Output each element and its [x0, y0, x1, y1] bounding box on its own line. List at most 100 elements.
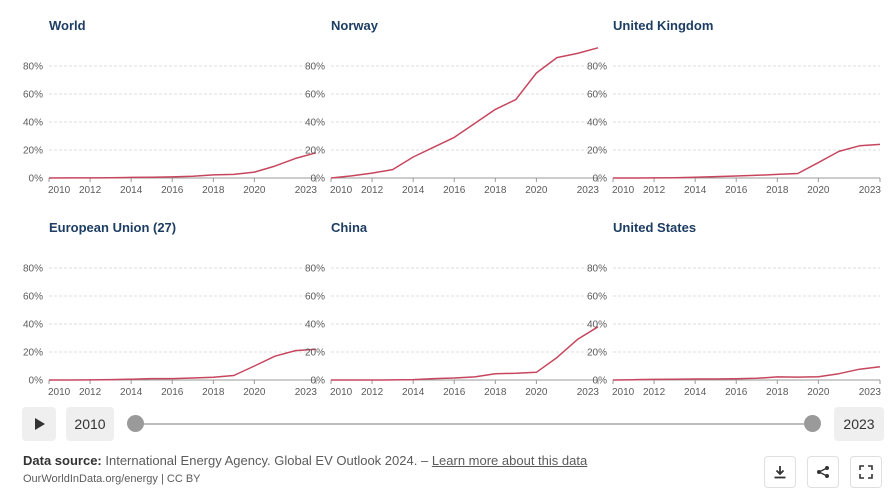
- chart-panel: Norway 0% 20% 40% 60% 80% 2010 2012 2014 2016 2018…: [305, 18, 599, 196]
- x-tick-label: 2016: [443, 185, 466, 196]
- timeline-track[interactable]: [134, 423, 812, 425]
- y-tick-label: 80%: [305, 264, 325, 275]
- fullscreen-icon: [859, 465, 873, 479]
- x-tick-label: 2014: [120, 387, 143, 398]
- series-line[interactable]: [330, 47, 599, 179]
- x-tick-label: 2020: [807, 185, 830, 196]
- x-tick-label: 2023: [295, 185, 318, 196]
- data-source-label: Data source:: [23, 453, 102, 468]
- panel-title: United Kingdom: [613, 18, 713, 33]
- y-tick-label: 60%: [587, 90, 607, 101]
- y-tick-label: 20%: [305, 146, 325, 157]
- panel-title: World: [49, 18, 86, 33]
- y-tick-label: 40%: [305, 118, 325, 129]
- x-tick-label: 2023: [859, 185, 882, 196]
- timeline-control: 2010 2023: [22, 407, 884, 441]
- data-source: Data source: International Energy Agency…: [23, 453, 763, 468]
- series-line[interactable]: [612, 365, 881, 381]
- share-button[interactable]: [807, 456, 839, 488]
- x-tick-label: 2020: [243, 185, 266, 196]
- x-tick-label: 2010: [612, 387, 635, 398]
- x-tick-label: 2018: [766, 387, 789, 398]
- data-source-text: International Energy Agency. Global EV O…: [105, 453, 429, 468]
- y-tick-label: 40%: [305, 320, 325, 331]
- x-tick-label: 2012: [79, 387, 102, 398]
- x-tick-label: 2018: [484, 387, 507, 398]
- play-button[interactable]: [22, 407, 56, 441]
- y-tick-label: 60%: [305, 292, 325, 303]
- y-tick-label: 40%: [23, 320, 43, 331]
- y-tick-label: 40%: [587, 320, 607, 331]
- y-tick-label: 80%: [587, 62, 607, 73]
- x-tick-label: 2014: [684, 185, 707, 196]
- y-tick-label: 80%: [305, 62, 325, 73]
- fullscreen-button[interactable]: [850, 456, 882, 488]
- chart-panel: World 0% 20% 40% 60% 80% 2010 2012 2014 2016 2018 2…: [23, 18, 317, 196]
- chart-footer: Data source: International Energy Agency…: [23, 453, 763, 485]
- footer-actions: [764, 456, 884, 488]
- y-tick-label: 20%: [587, 348, 607, 359]
- x-tick-label: 2010: [48, 185, 71, 196]
- x-tick-label: 2014: [684, 387, 707, 398]
- download-icon: [774, 466, 786, 479]
- y-tick-label: 40%: [23, 118, 43, 129]
- x-tick-label: 2023: [859, 387, 882, 398]
- share-icon: [817, 466, 829, 478]
- x-tick-label: 2016: [443, 387, 466, 398]
- x-tick-label: 2010: [330, 387, 353, 398]
- x-tick-label: 2023: [577, 185, 600, 196]
- small-multiples-chart: World 0% 20% 40% 60% 80% 2010 2012 2014 2016 2018 2…: [23, 18, 881, 398]
- y-tick-label: 0%: [29, 376, 44, 387]
- y-tick-label: 80%: [23, 264, 43, 275]
- y-tick-label: 0%: [29, 174, 44, 185]
- attribution: OurWorldInData.org/energy | CC BY: [23, 473, 201, 485]
- y-tick-label: 0%: [593, 174, 608, 185]
- panel-title: United States: [613, 220, 696, 235]
- x-tick-label: 2016: [161, 185, 184, 196]
- x-tick-label: 2016: [725, 387, 748, 398]
- x-tick-label: 2023: [295, 387, 318, 398]
- panel-title: China: [331, 220, 368, 235]
- y-tick-label: 60%: [23, 90, 43, 101]
- end-year-handle[interactable]: [804, 415, 821, 432]
- y-tick-label: 20%: [23, 348, 43, 359]
- play-icon: [35, 418, 45, 430]
- chart-panel: European Union (27) 0% 20% 40% 60% 80% 2010 201…: [23, 220, 317, 398]
- x-tick-label: 2018: [202, 387, 225, 398]
- start-year-label[interactable]: 2010: [66, 407, 114, 441]
- download-button[interactable]: [764, 456, 796, 488]
- y-tick-label: 20%: [305, 348, 325, 359]
- series-line[interactable]: [49, 348, 317, 381]
- panel-title: European Union (27): [49, 220, 176, 235]
- x-tick-label: 2020: [243, 387, 266, 398]
- x-tick-label: 2012: [643, 185, 666, 196]
- y-tick-label: 0%: [593, 376, 608, 387]
- x-tick-label: 2012: [361, 387, 384, 398]
- y-tick-label: 40%: [587, 118, 607, 129]
- chart-panel: United Kingdom 0% 20% 40% 60% 80% 2010 2012 2014…: [587, 18, 881, 196]
- panel-title: Norway: [331, 18, 379, 33]
- chart-panel: China 0% 20% 40% 60% 80% 2010 2012 2014 2016 2018 2…: [305, 220, 599, 398]
- y-tick-label: 0%: [311, 174, 326, 185]
- x-tick-label: 2020: [525, 185, 548, 196]
- x-tick-label: 2012: [79, 185, 102, 196]
- x-tick-label: 2014: [120, 185, 143, 196]
- x-tick-label: 2023: [577, 387, 600, 398]
- y-tick-label: 60%: [587, 292, 607, 303]
- x-tick-label: 2010: [48, 387, 71, 398]
- series-line[interactable]: [48, 152, 317, 179]
- y-tick-label: 60%: [23, 292, 43, 303]
- y-tick-label: 60%: [305, 90, 325, 101]
- y-tick-label: 80%: [23, 62, 43, 73]
- x-tick-label: 2014: [402, 185, 425, 196]
- chart-panel: United States 0% 20% 40% 60% 80% 2010 2012 2014 2…: [587, 220, 881, 398]
- y-tick-label: 0%: [311, 376, 326, 387]
- learn-more-link[interactable]: Learn more about this data: [431, 453, 588, 468]
- x-tick-label: 2014: [402, 387, 425, 398]
- series-line[interactable]: [613, 143, 881, 179]
- series-line[interactable]: [331, 326, 599, 381]
- end-year-label[interactable]: 2023: [834, 407, 884, 441]
- y-tick-label: 20%: [587, 146, 607, 157]
- start-year-handle[interactable]: [127, 415, 144, 432]
- x-tick-label: 2018: [484, 185, 507, 196]
